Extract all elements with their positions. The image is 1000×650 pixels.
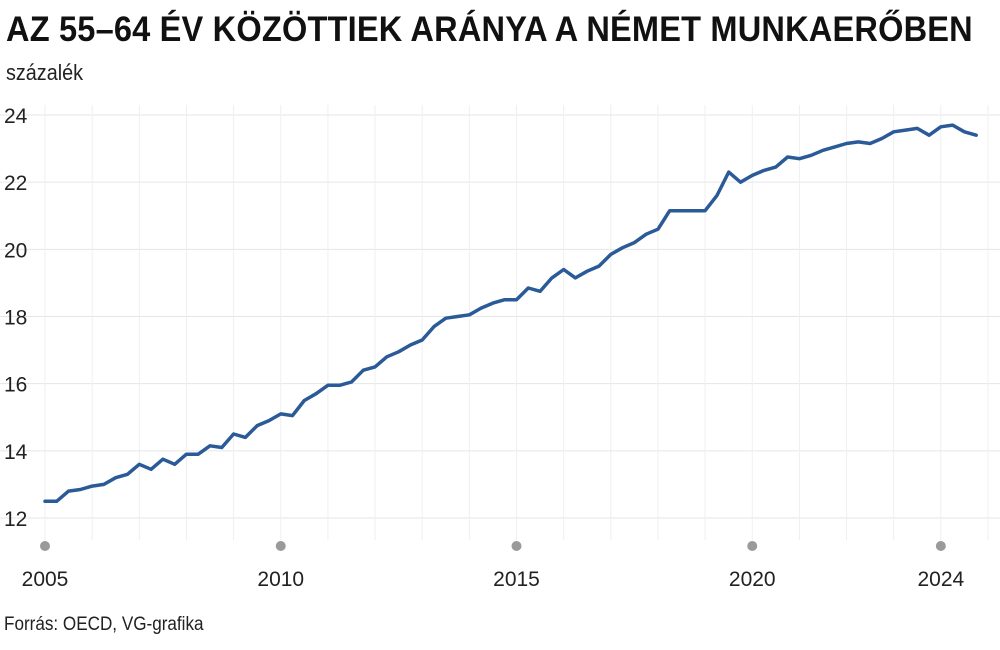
x-tick-label: 2010 (257, 568, 304, 591)
y-tick-label: 22 (4, 172, 27, 195)
y-tick-label: 14 (4, 441, 28, 464)
y-tick-label: 16 (4, 374, 27, 397)
x-tick-marker (935, 541, 946, 551)
x-tick-label: 2015 (493, 568, 540, 591)
source-note: Forrás: OECD, VG-grafika (4, 614, 204, 635)
x-tick-marker (747, 541, 758, 551)
y-tick-label: 12 (4, 508, 27, 531)
y-axis-unit-label: százalék (6, 60, 84, 85)
gridlines (0, 105, 1000, 540)
x-tick-marker (511, 541, 522, 551)
series-line-0 (43, 123, 978, 503)
y-tick-label: 20 (4, 239, 27, 262)
series-group (43, 123, 978, 503)
x-tick-label: 2005 (22, 568, 69, 591)
y-tick-label: 24 (4, 105, 28, 128)
x-tick-marker (275, 541, 286, 551)
x-tick-label: 2020 (729, 568, 776, 591)
y-tick-label: 18 (4, 307, 27, 330)
x-axis-ticks: 2005 2010 2015 2020 2024 (22, 541, 965, 591)
y-axis-ticks: 12 14 16 18 20 22 24 (4, 105, 28, 531)
x-tick-label: 2024 (917, 568, 964, 591)
x-tick-marker (40, 541, 50, 551)
chart-title: AZ 55–64 ÉV KÖZÖTTIEK ARÁNYA A NÉMET MUN… (6, 10, 973, 49)
